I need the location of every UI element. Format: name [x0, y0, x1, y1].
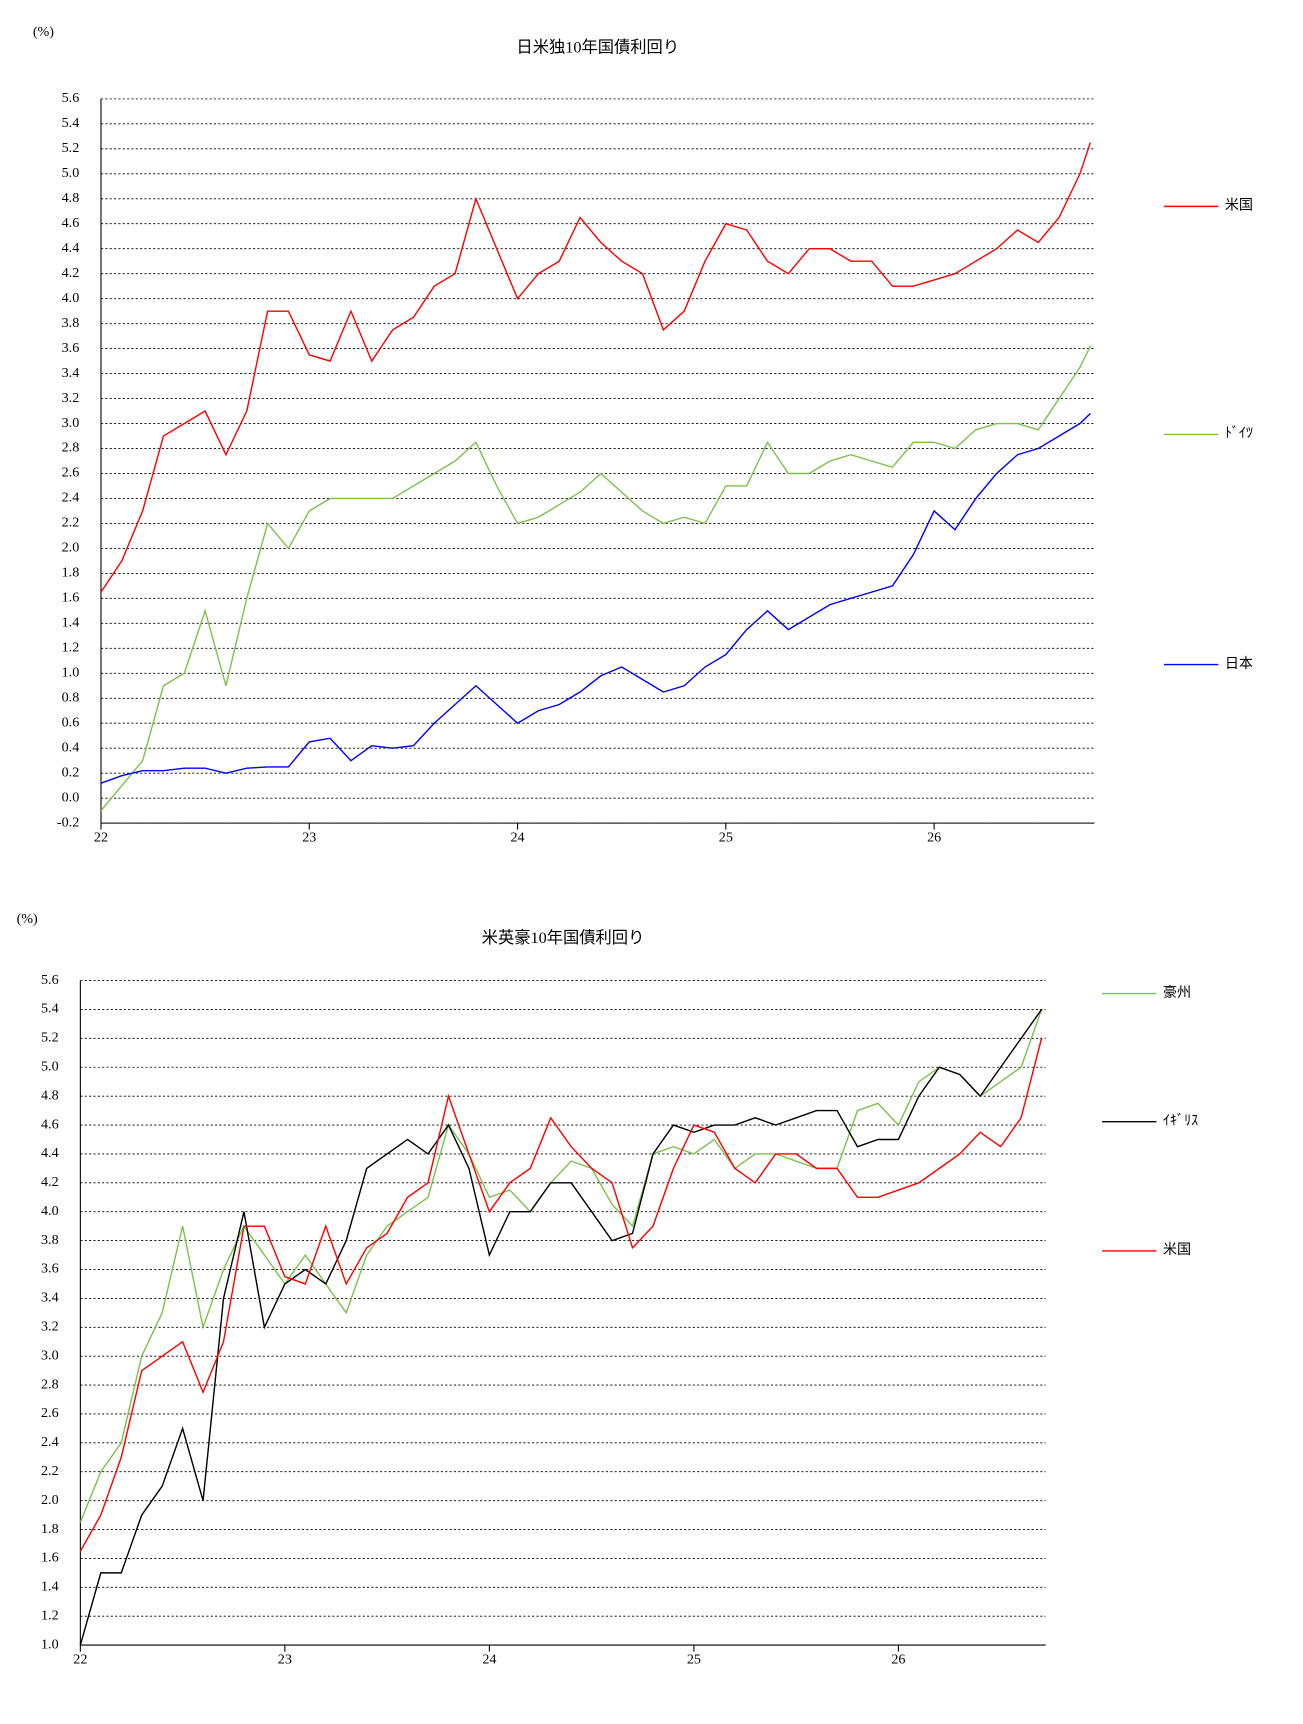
y-tick-label: 4.6	[62, 215, 80, 231]
y-tick-label: 0.4	[62, 739, 80, 755]
x-tick-label: 26	[891, 1652, 905, 1668]
x-tick-label: 26	[927, 830, 941, 846]
y-tick-label: 4.4	[62, 240, 80, 256]
y-tick-label: 2.6	[41, 1405, 59, 1421]
series-line	[79, 1038, 1043, 1552]
x-tick-label: 25	[719, 830, 733, 846]
y-tick-label: 3.4	[41, 1290, 59, 1306]
y-tick-label: 0.0	[62, 789, 80, 805]
y-tick-label: 4.6	[41, 1116, 59, 1132]
y-tick-label: -0.2	[57, 814, 79, 830]
y-tick-label: 3.0	[62, 415, 80, 431]
y-tick-label: 3.8	[62, 315, 80, 331]
y-tick-label: 5.4	[62, 115, 80, 131]
y-tick-label: 5.2	[41, 1030, 59, 1046]
y-tick-label: 1.0	[41, 1636, 59, 1652]
x-tick-label: 24	[482, 1652, 496, 1668]
y-tick-label: 0.6	[62, 714, 80, 730]
y-tick-label: 3.4	[62, 365, 80, 381]
x-tick-label: 25	[687, 1652, 701, 1668]
y-tick-label: 1.4	[62, 615, 80, 631]
y-tick-label: 2.4	[41, 1434, 59, 1450]
series-line	[79, 1009, 1043, 1646]
x-tick-label: 23	[302, 830, 316, 846]
y-tick-label: 5.0	[62, 165, 80, 181]
y-tick-label: 4.0	[41, 1203, 59, 1219]
series-line	[100, 413, 1091, 784]
y-tick-label: 4.2	[41, 1174, 59, 1190]
y-tick-label: 1.0	[62, 665, 80, 681]
x-tick-label: 22	[94, 830, 108, 846]
y-axis-label: (%)	[33, 24, 54, 40]
legend-label: 日本	[1225, 656, 1253, 672]
legend-label: 豪州	[1163, 985, 1191, 1001]
x-tick-label: 23	[278, 1652, 292, 1668]
y-tick-label: 2.0	[41, 1492, 59, 1508]
y-tick-label: 3.2	[41, 1319, 59, 1335]
y-tick-label: 5.2	[62, 140, 80, 156]
y-tick-label: 2.2	[41, 1463, 59, 1479]
y-tick-label: 2.8	[62, 440, 80, 456]
y-tick-label: 1.4	[41, 1579, 59, 1595]
y-tick-label: 2.0	[62, 540, 80, 556]
y-tick-label: 1.6	[41, 1550, 59, 1566]
series-line	[100, 142, 1092, 593]
series-line	[100, 345, 1091, 812]
y-tick-label: 3.2	[62, 390, 80, 406]
chart-title: 日米独10年国債利回り	[516, 38, 679, 57]
y-tick-label: 1.6	[62, 590, 80, 606]
y-tick-label: 1.2	[41, 1607, 59, 1623]
y-tick-label: 4.2	[62, 265, 80, 281]
y-tick-label: 4.0	[62, 290, 80, 306]
y-axis-label: (%)	[17, 911, 38, 927]
legend-label: ｲｷﾞﾘｽ	[1163, 1113, 1198, 1129]
y-tick-label: 3.0	[41, 1347, 59, 1363]
y-tick-label: 5.6	[41, 972, 59, 988]
y-tick-label: 4.4	[41, 1145, 59, 1161]
y-tick-label: 3.6	[41, 1261, 59, 1277]
x-tick-label: 22	[73, 1652, 87, 1668]
series-line	[79, 1009, 1043, 1523]
y-tick-label: 4.8	[41, 1087, 59, 1103]
y-tick-label: 5.6	[62, 90, 80, 106]
y-tick-label: 1.2	[62, 640, 80, 656]
legend-label: 米国	[1163, 1242, 1191, 1258]
y-tick-label: 1.8	[41, 1521, 59, 1537]
y-tick-label: 2.6	[62, 465, 80, 481]
legend-label: ﾄﾞｲﾂ	[1225, 426, 1253, 442]
y-tick-label: 3.6	[62, 340, 80, 356]
y-tick-label: 0.2	[62, 764, 80, 780]
chart-title: 米英豪10年国債利回り	[482, 928, 645, 947]
y-tick-label: 5.4	[41, 1001, 59, 1017]
y-tick-label: 2.2	[62, 515, 80, 531]
y-tick-label: 2.4	[62, 490, 80, 506]
x-tick-label: 24	[511, 830, 525, 846]
y-tick-label: 5.0	[41, 1058, 59, 1074]
legend-label: 米国	[1225, 198, 1253, 214]
y-tick-label: 4.8	[62, 190, 80, 206]
y-tick-label: 2.8	[41, 1376, 59, 1392]
y-tick-label: 3.8	[41, 1232, 59, 1248]
y-tick-label: 1.8	[62, 565, 80, 581]
y-tick-label: 0.8	[62, 689, 80, 705]
